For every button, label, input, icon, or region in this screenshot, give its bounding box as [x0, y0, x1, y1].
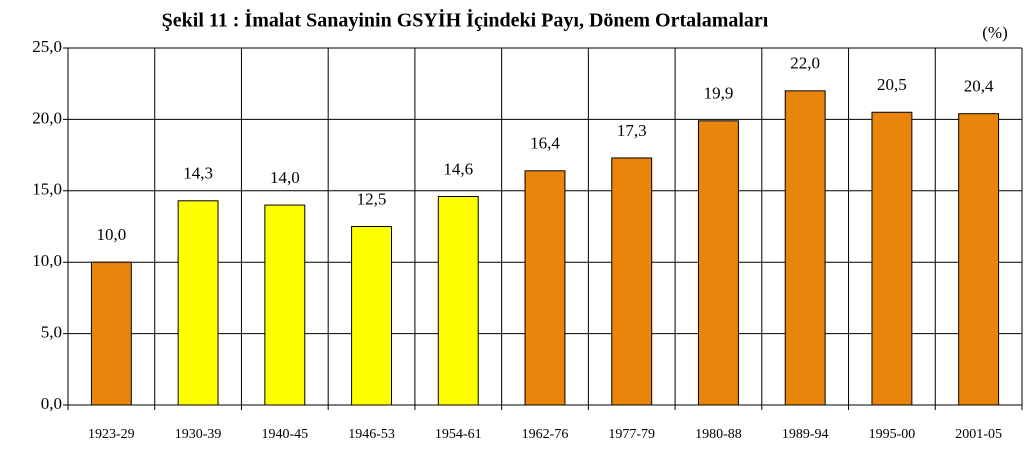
bar — [611, 157, 653, 406]
data-label: 20,4 — [964, 77, 994, 96]
unit-label: (%) — [982, 23, 1007, 42]
bar — [958, 113, 1000, 406]
data-label: 10,0 — [96, 225, 126, 244]
y-tick-label: 15,0 — [32, 180, 62, 199]
data-label: 20,5 — [877, 75, 907, 94]
x-tick-label: 1995-00 — [869, 427, 916, 442]
x-tick-label: 1930-39 — [175, 427, 222, 442]
data-label: 17,3 — [617, 121, 647, 140]
bar — [351, 226, 392, 406]
bar — [698, 120, 739, 406]
data-label: 14,6 — [443, 159, 473, 178]
x-tick-label: 1954-61 — [435, 427, 482, 442]
x-tick-label: 1980-88 — [695, 427, 742, 442]
data-label: 19,9 — [704, 84, 734, 103]
y-tick-label: 25,0 — [32, 37, 62, 56]
y-tick-label: 10,0 — [32, 251, 62, 270]
bar — [524, 170, 566, 406]
x-tick-label: 1962-76 — [522, 427, 569, 442]
chart-title: Şekil 11 : İmalat Sanayinin GSYİH İçinde… — [162, 8, 769, 32]
y-tick-label: 20,0 — [32, 108, 62, 127]
data-label: 14,0 — [270, 168, 300, 187]
x-tick-label: 1940-45 — [261, 427, 308, 442]
x-tick-label: 1989-94 — [782, 427, 829, 442]
data-label: 14,3 — [183, 164, 213, 183]
data-label: 16,4 — [530, 134, 560, 153]
data-label: 22,0 — [790, 54, 820, 73]
y-tick-label: 0,0 — [41, 394, 62, 413]
x-tick-label: 2001-05 — [955, 427, 1002, 442]
bar — [784, 90, 826, 406]
x-tick-label: 1923-29 — [88, 427, 135, 442]
bar — [437, 196, 479, 406]
bar — [90, 261, 132, 406]
bar — [264, 204, 306, 406]
bar — [177, 200, 219, 406]
y-tick-label: 5,0 — [41, 323, 62, 342]
x-tick-label: 1946-53 — [348, 427, 395, 442]
x-tick-label: 1977-79 — [608, 427, 655, 442]
bar — [871, 111, 913, 406]
data-label: 12,5 — [357, 189, 387, 208]
